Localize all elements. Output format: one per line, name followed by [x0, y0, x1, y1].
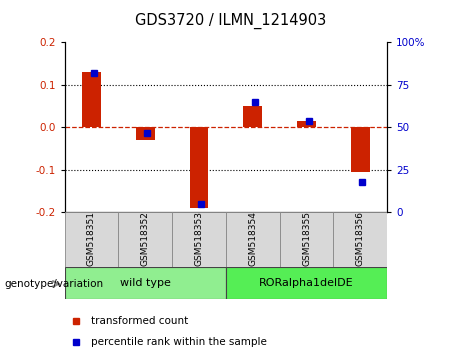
Text: wild type: wild type [120, 278, 171, 288]
Bar [226, 212, 280, 267]
Text: GSM518356: GSM518356 [356, 211, 365, 266]
Text: percentile rank within the sample: percentile rank within the sample [91, 337, 267, 348]
Bar [243, 106, 262, 127]
Text: GSM518354: GSM518354 [248, 211, 257, 266]
Bar [189, 127, 208, 208]
Text: RORalpha1delDE: RORalpha1delDE [259, 278, 354, 288]
Text: GSM518352: GSM518352 [141, 211, 150, 266]
Bar [118, 212, 172, 267]
Text: genotype/variation: genotype/variation [5, 279, 104, 289]
Text: GSM518353: GSM518353 [195, 211, 203, 266]
Text: transformed count: transformed count [91, 316, 188, 326]
Bar [280, 212, 333, 267]
Bar [172, 212, 226, 267]
Bar [333, 212, 387, 267]
Text: GSM518355: GSM518355 [302, 211, 311, 266]
Bar [297, 121, 316, 127]
Text: GSM518351: GSM518351 [87, 211, 96, 266]
Bar [65, 267, 226, 299]
Bar [65, 212, 118, 267]
Bar [136, 127, 154, 140]
Bar [226, 267, 387, 299]
Bar [82, 72, 101, 127]
Bar [351, 127, 370, 172]
Text: GDS3720 / ILMN_1214903: GDS3720 / ILMN_1214903 [135, 12, 326, 29]
